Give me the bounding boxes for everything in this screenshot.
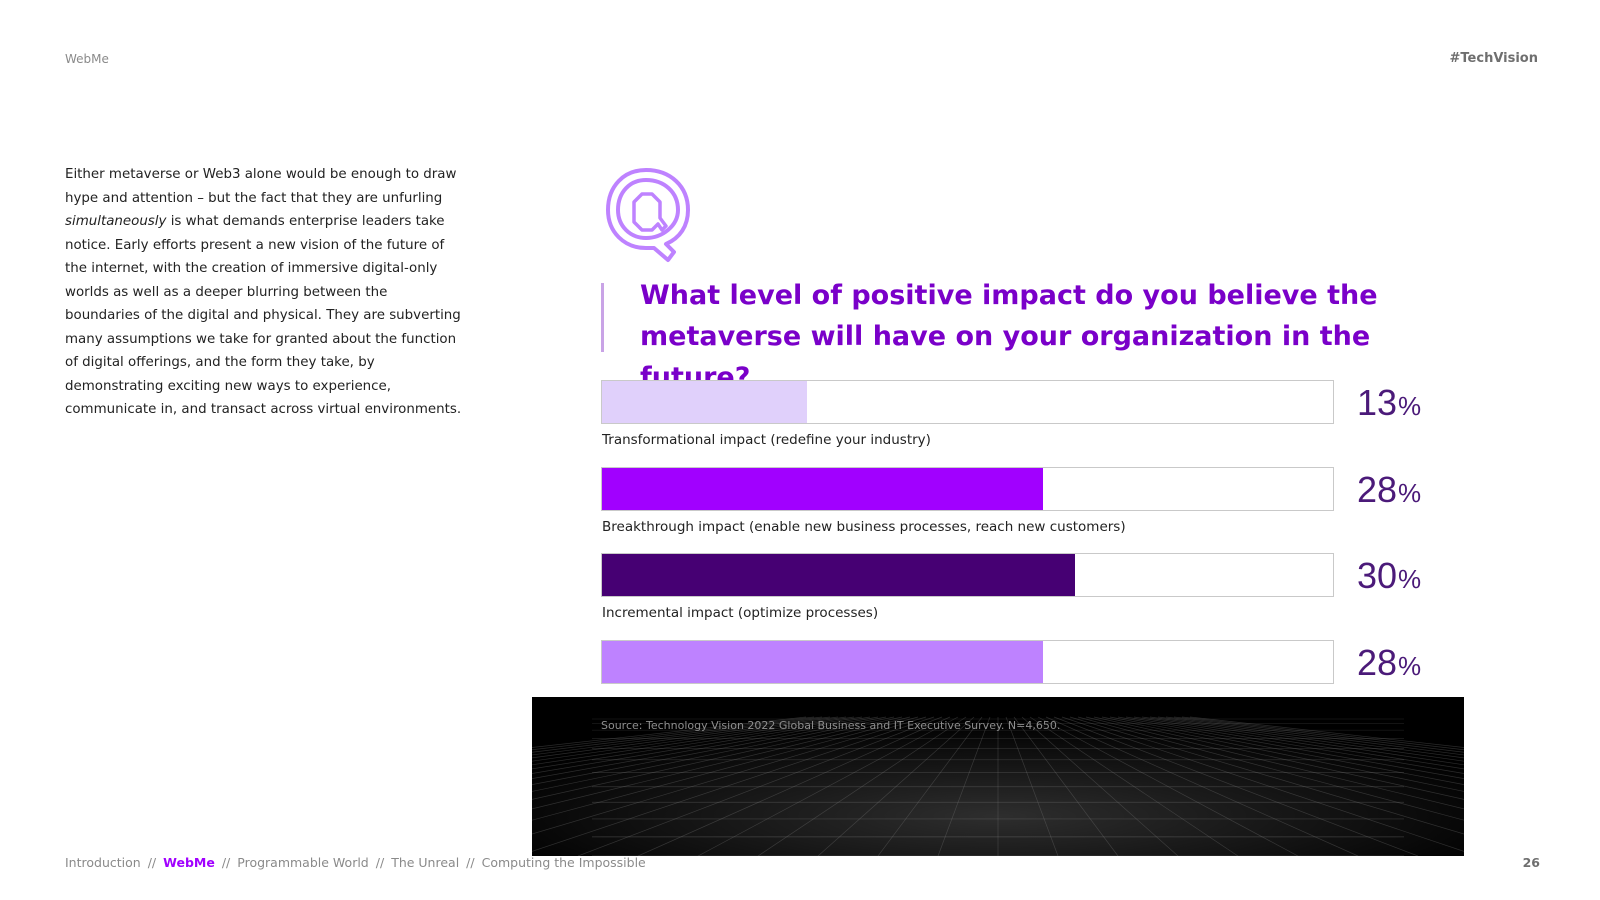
bar-value-percent-sign: % bbox=[1398, 564, 1422, 594]
bar-value-label: 28% bbox=[1357, 642, 1421, 684]
footer-nav-link[interactable]: The Unreal bbox=[391, 855, 460, 870]
bar-value-number: 13 bbox=[1357, 382, 1398, 423]
bar-track bbox=[601, 553, 1334, 597]
bar-value-label: 28% bbox=[1357, 469, 1421, 511]
bar-value-percent-sign: % bbox=[1398, 391, 1422, 421]
body-paragraph: Either metaverse or Web3 alone would be … bbox=[65, 163, 465, 422]
bar-value-label: 13% bbox=[1357, 382, 1421, 424]
bar-value-label: 30% bbox=[1357, 555, 1421, 597]
bar-category-label: Incremental impact (optimize processes) bbox=[602, 605, 879, 621]
source-note: Source: Technology Vision 2022 Global Bu… bbox=[601, 719, 1061, 732]
header-section-name: WebMe bbox=[65, 52, 109, 66]
bar-track bbox=[601, 467, 1334, 511]
bar-category-label: Transformational impact (redefine your i… bbox=[602, 432, 931, 448]
bar-fill bbox=[602, 468, 1043, 510]
body-text-part-1: Either metaverse or Web3 alone would be … bbox=[65, 167, 457, 206]
bar-value-percent-sign: % bbox=[1398, 651, 1422, 681]
bar-track bbox=[601, 380, 1334, 424]
footer-separator: // bbox=[375, 855, 385, 870]
footer-separator: // bbox=[221, 855, 231, 870]
source-panel: Source: Technology Vision 2022 Global Bu… bbox=[532, 697, 1464, 856]
chart-title: What level of positive impact do you bel… bbox=[640, 280, 1378, 393]
bar-value-number: 30 bbox=[1357, 555, 1398, 596]
bar-fill bbox=[602, 554, 1075, 596]
header-hashtag: #TechVision bbox=[1449, 51, 1538, 66]
footer-nav-link[interactable]: Computing the Impossible bbox=[481, 855, 646, 870]
footer-separator: // bbox=[466, 855, 475, 870]
footer-separator: // bbox=[147, 855, 157, 870]
footer-nav-link[interactable]: Introduction bbox=[65, 855, 141, 870]
body-text-part-2: is what demands enterprise leaders take … bbox=[65, 214, 462, 417]
page-number: 26 bbox=[1522, 855, 1540, 870]
bar-value-percent-sign: % bbox=[1398, 478, 1422, 508]
bar-fill bbox=[602, 641, 1043, 683]
bar-track bbox=[601, 640, 1334, 684]
grid-floor-image bbox=[532, 697, 1464, 856]
bar-category-label: Breakthrough impact (enable new business… bbox=[602, 519, 1126, 535]
footer-breadcrumb: Introduction // WebMe // Programmable World /… bbox=[65, 855, 646, 870]
bar-value-number: 28 bbox=[1357, 642, 1398, 683]
bar-value-number: 28 bbox=[1357, 469, 1398, 510]
footer-nav-link[interactable]: Programmable World bbox=[237, 855, 369, 870]
footer-nav-link[interactable]: WebMe bbox=[163, 855, 215, 870]
question-accent-bar bbox=[601, 283, 604, 352]
question-q-icon bbox=[606, 168, 690, 262]
body-text-emphasis: simultaneously bbox=[65, 214, 167, 229]
bar-fill bbox=[602, 381, 807, 423]
